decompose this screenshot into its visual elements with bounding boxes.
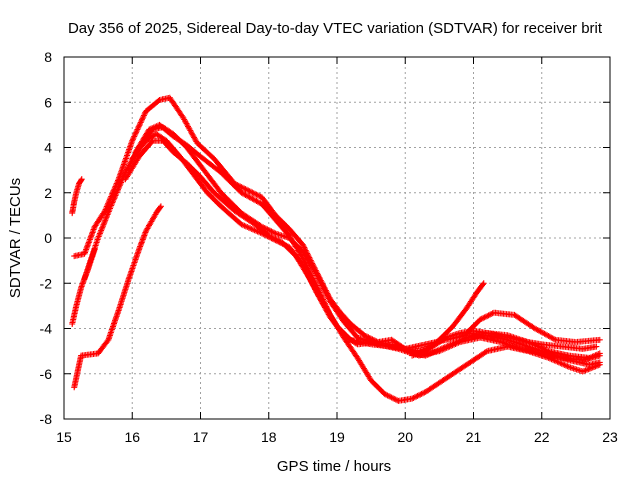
y-axis-label: SDTVAR / TECUs [7,178,24,298]
y-tick-label: 4 [44,140,52,156]
y-tick-label: 2 [44,185,52,201]
x-tick-label: 19 [329,429,345,445]
y-tick-label: -6 [40,366,53,382]
y-tick-label: -4 [40,321,53,337]
series-track-9 [69,246,98,327]
series-marker-path [71,203,164,391]
data-marks [69,94,603,404]
x-tick-label: 17 [193,429,209,445]
x-tick-label: 16 [124,429,140,445]
series-marker-path [132,121,603,404]
series-track-6 [132,121,603,404]
series-marker-path [409,280,487,359]
x-tick-label: 15 [56,429,72,445]
series-track-8 [69,176,85,217]
y-tick-label: 8 [44,49,52,65]
x-tick-label: 21 [466,429,482,445]
y-tick-label: -8 [40,411,53,427]
series-marker-path [69,246,98,327]
plot-frame [63,56,611,420]
x-tick-label: 18 [261,429,277,445]
chart-title: Day 356 of 2025, Sidereal Day-to-day VTE… [68,20,603,37]
series-track-10 [463,309,603,346]
y-tick-label: -2 [40,275,53,291]
x-tick-label: 23 [602,429,618,445]
series-marker-path [69,176,85,217]
y-tick-label: 6 [44,94,52,110]
x-axis-label: GPS time / hours [277,458,391,475]
x-axis-ticks: 15 16 17 18 19 20 21 22 23 [56,57,618,445]
x-tick-label: 22 [534,429,550,445]
x-tick-label: 20 [397,429,413,445]
series-track-5 [71,203,164,391]
series-marker-path [463,309,603,346]
y-tick-label: 0 [44,230,52,246]
series-track-7 [409,280,487,359]
